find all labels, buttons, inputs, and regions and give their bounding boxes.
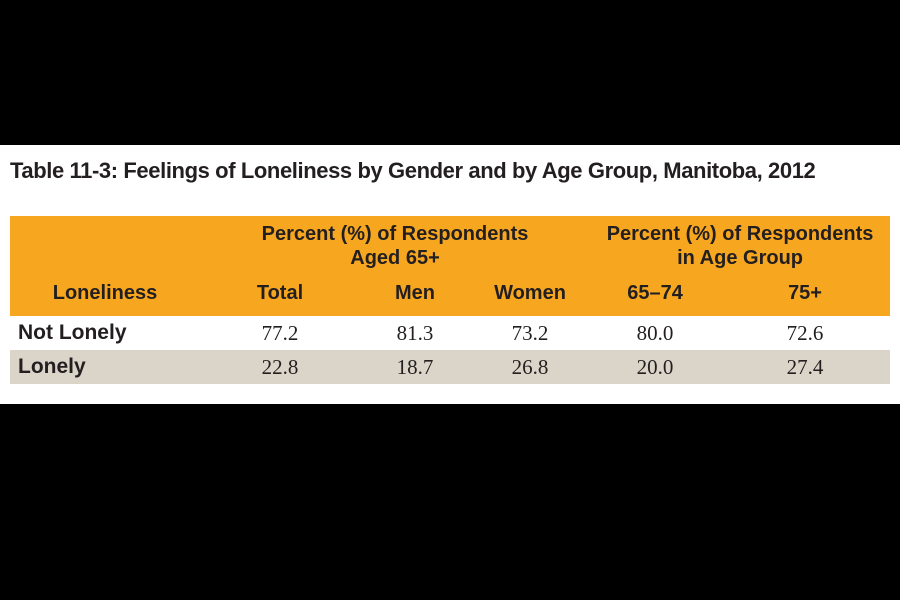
cell-value: 77.2	[261, 320, 299, 345]
group-header-line: Percent (%) of Respondents	[606, 223, 874, 245]
group-header-age-group: Percent (%) of Respondents in Age Group	[590, 216, 891, 276]
cell-value: 20.0	[636, 354, 674, 379]
cell-value: 26.8	[511, 354, 549, 379]
column-header-women: Women	[470, 276, 591, 316]
cell-value: 18.7	[396, 354, 434, 379]
group-header-line: Percent (%) of Respondents	[261, 223, 529, 245]
table-title: Table 11-3: Feelings of Loneliness by Ge…	[10, 158, 816, 183]
cell-value: 73.2	[511, 320, 549, 345]
column-header-men: Men	[360, 276, 470, 316]
cell-value: 27.4	[786, 354, 824, 379]
loneliness-table: Percent (%) of Respondents Aged 65+ Perc…	[10, 216, 891, 384]
column-header-loneliness: Loneliness	[10, 276, 200, 316]
group-header-spacer	[10, 216, 200, 276]
group-header-row: Percent (%) of Respondents Aged 65+ Perc…	[10, 216, 891, 276]
group-header-line: in Age Group	[677, 247, 803, 269]
table-body: Not Lonely 77.2 81.3 73.2 80.0 72.6 Lone…	[10, 316, 891, 384]
column-header-total: Total	[200, 276, 360, 316]
column-header-row: Loneliness Total Men Women 65–74 75+	[10, 276, 891, 316]
row-label: Not Lonely	[18, 321, 127, 344]
letterbox-bottom	[0, 404, 900, 600]
cell-value: 80.0	[636, 320, 674, 345]
cell-value: 81.3	[396, 320, 434, 345]
column-header-65-74: 65–74	[590, 276, 721, 316]
table-row-lonely: Lonely 22.8 18.7 26.8 20.0 27.4	[10, 350, 891, 384]
cell-value: 22.8	[261, 354, 299, 379]
table-row-not-lonely: Not Lonely 77.2 81.3 73.2 80.0 72.6	[10, 316, 891, 350]
group-header-aged-65plus: Percent (%) of Respondents Aged 65+	[200, 216, 591, 276]
column-header-75plus: 75+	[720, 276, 891, 316]
cell-value: 72.6	[786, 320, 824, 345]
table-figure: Table 11-3: Feelings of Loneliness by Ge…	[0, 145, 900, 404]
table-header: Percent (%) of Respondents Aged 65+ Perc…	[10, 216, 891, 316]
group-header-line: Aged 65+	[350, 247, 440, 269]
row-label: Lonely	[18, 355, 86, 378]
letterbox-top	[0, 0, 900, 145]
